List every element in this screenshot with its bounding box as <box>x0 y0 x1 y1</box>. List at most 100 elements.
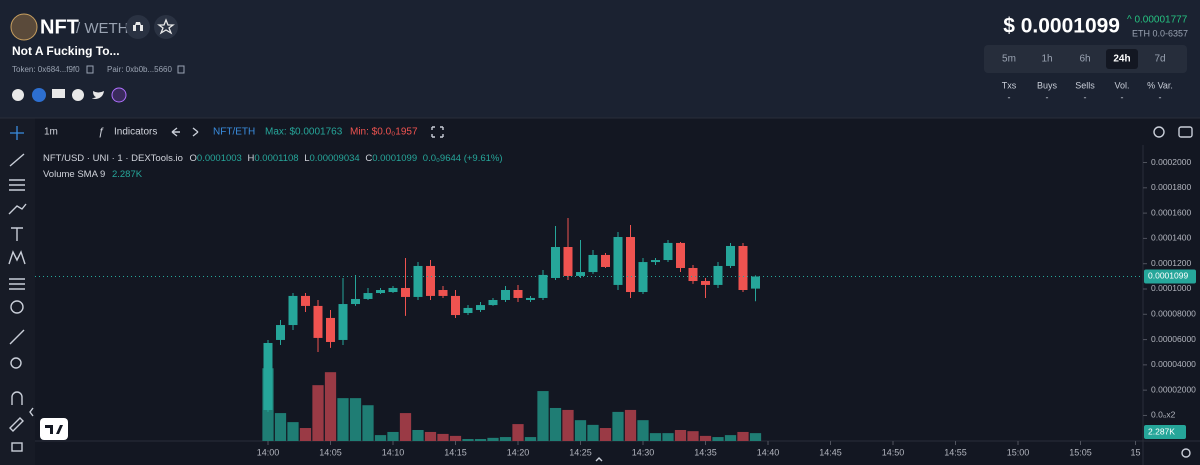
pattern-tool[interactable] <box>8 250 26 265</box>
crosshair-tool[interactable] <box>10 126 24 140</box>
compare-button[interactable] <box>126 15 150 39</box>
tv-logo[interactable] <box>40 418 68 440</box>
copy-icon[interactable] <box>86 65 94 74</box>
axis-settings[interactable] <box>1181 448 1191 458</box>
legend-h-value: 0.0001108 <box>254 153 298 164</box>
x-tick-label: 14:55 <box>944 447 967 457</box>
twitter-icon[interactable] <box>92 91 104 99</box>
candle-body <box>538 274 548 298</box>
stat-value: - <box>1046 92 1049 102</box>
volume-bar <box>512 424 524 441</box>
volume-bar <box>699 435 712 441</box>
volume-bar <box>362 405 374 441</box>
prediction-tool[interactable] <box>9 278 25 290</box>
candle-body <box>488 299 498 306</box>
x-tick-label: 14:35 <box>694 447 717 457</box>
candle-body <box>363 293 373 299</box>
ruler-tool[interactable] <box>9 329 25 345</box>
x-tick-label: 14:50 <box>882 447 905 457</box>
stat-header: Buys <box>1037 80 1058 90</box>
quote-symbol: / WETH <box>76 20 129 37</box>
volume-bar <box>712 437 724 441</box>
emoji-tool[interactable] <box>10 300 24 314</box>
camera-icon[interactable] <box>1178 126 1193 138</box>
pair-toggle[interactable]: NFT/ETH <box>213 127 255 138</box>
fib-tool[interactable] <box>9 179 25 191</box>
interval[interactable]: 1m <box>44 127 58 138</box>
max-price: Max: $0.0001763 <box>265 127 343 138</box>
indicators-button[interactable]: Indicators <box>114 127 157 138</box>
volume-bar <box>562 409 574 441</box>
candle-body <box>338 304 348 340</box>
x-tick-label: 15:05 <box>1069 447 1092 457</box>
collapse-toggle[interactable] <box>29 407 34 417</box>
timeframe-tab[interactable]: 6h <box>1079 54 1090 65</box>
legend-change: 0.0₀9644 (+9.61%) <box>423 153 503 164</box>
share-icon[interactable] <box>12 89 24 101</box>
lock-tool[interactable] <box>11 442 23 452</box>
volume-bar <box>337 398 349 441</box>
favorite-button[interactable] <box>154 15 178 39</box>
candle-body <box>663 242 673 261</box>
volume-bar <box>724 435 737 441</box>
candle-body <box>276 325 285 340</box>
candle-body <box>463 307 473 314</box>
x-tick-label: 15 <box>1130 447 1140 457</box>
price-change: ^ 0.00001777 <box>1127 15 1188 26</box>
stat-header: % Var. <box>1147 80 1173 90</box>
star-icon <box>157 18 175 35</box>
candle-body <box>451 295 460 316</box>
volume-bar <box>624 409 637 441</box>
candle-body <box>313 305 323 338</box>
expand-arrow[interactable] <box>595 457 603 462</box>
lock-draw-tool[interactable] <box>9 417 24 432</box>
candle-body <box>388 287 398 293</box>
line-tool[interactable] <box>9 153 25 167</box>
timeframe-tab[interactable]: 5m <box>1002 54 1016 65</box>
legend-l-value: 0.00009034 <box>310 153 360 164</box>
chart-bg <box>0 118 1200 465</box>
website-icon[interactable] <box>52 89 65 98</box>
candle-body <box>726 245 735 266</box>
volume-bar <box>462 439 474 441</box>
x-tick-label: 14:40 <box>757 447 780 457</box>
x-tick-label: 14:45 <box>819 447 842 457</box>
stat-value: - <box>1159 92 1162 102</box>
telegram-icon[interactable] <box>72 89 84 101</box>
volume-bar <box>649 433 662 441</box>
volume-sma-label: 2.287K <box>1148 426 1175 436</box>
candle-body <box>526 297 535 300</box>
redo-icon[interactable] <box>192 127 199 137</box>
volume-bar <box>287 422 299 441</box>
text-tool[interactable] <box>11 227 23 241</box>
copy-icon[interactable] <box>177 65 185 74</box>
timeframe-tab[interactable]: 7d <box>1154 54 1165 65</box>
token-logo <box>10 13 38 41</box>
candle-body <box>476 305 485 310</box>
min-price: Min: $0.0₀1957 <box>350 127 418 138</box>
price-usd: $ 0.0001099 <box>1003 15 1120 38</box>
volume-bar <box>387 431 399 441</box>
settings-icon[interactable] <box>1153 126 1165 138</box>
volume-bar <box>549 407 562 441</box>
legend-l: L <box>304 153 309 164</box>
volume-bar <box>574 420 587 441</box>
candle-body <box>651 260 660 263</box>
brush-tool[interactable] <box>8 203 27 215</box>
coin-icon[interactable] <box>111 87 127 103</box>
timeframe-tab[interactable]: 1h <box>1041 54 1052 65</box>
zoom-tool[interactable] <box>10 357 22 369</box>
fullscreen-icon[interactable] <box>431 126 444 138</box>
volume-bar <box>399 413 412 441</box>
volume-bar <box>662 433 674 441</box>
tv-logo-mark <box>45 425 63 434</box>
candle-body <box>638 262 648 293</box>
stat-header: Sells <box>1075 80 1095 90</box>
chart-icon[interactable] <box>32 88 46 102</box>
candle-body <box>713 265 723 285</box>
timeframe-tab[interactable]: 24h <box>1113 54 1130 65</box>
magnet-tool[interactable] <box>11 391 23 405</box>
undo-icon[interactable] <box>171 127 180 137</box>
y-tick-label: 0.0001800 <box>1151 182 1191 192</box>
candle-body <box>738 245 748 290</box>
